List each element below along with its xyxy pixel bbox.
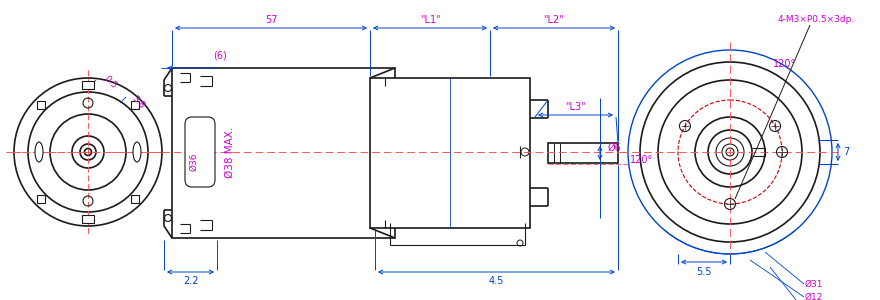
Bar — [370, 78, 530, 228]
Bar — [82, 215, 94, 223]
Text: Ø38 MAX.: Ø38 MAX. — [225, 126, 235, 178]
Bar — [37, 195, 45, 203]
Text: 2.2: 2.2 — [183, 276, 198, 286]
Bar — [131, 100, 139, 109]
Text: (6): (6) — [213, 51, 227, 61]
Text: 4.5: 4.5 — [488, 276, 504, 286]
Text: Ø31: Ø31 — [805, 280, 824, 289]
Text: "L3": "L3" — [565, 102, 586, 112]
Text: 5.5: 5.5 — [696, 267, 712, 277]
FancyBboxPatch shape — [185, 117, 215, 187]
Ellipse shape — [133, 142, 141, 162]
Text: 3.8: 3.8 — [129, 94, 146, 110]
Bar — [37, 100, 45, 109]
Text: "L1": "L1" — [420, 15, 440, 25]
Text: Ø6: Ø6 — [607, 143, 621, 153]
Ellipse shape — [35, 142, 43, 162]
Bar — [82, 81, 94, 89]
Text: Ø36: Ø36 — [189, 153, 199, 171]
Text: Ø12: Ø12 — [805, 292, 824, 300]
Text: 4-M3×P0.5×3dp.: 4-M3×P0.5×3dp. — [778, 16, 855, 25]
Text: 0.5: 0.5 — [102, 74, 118, 90]
Text: 7: 7 — [843, 147, 849, 157]
Bar — [172, 68, 395, 238]
Bar — [131, 195, 139, 203]
Text: 120°: 120° — [774, 59, 796, 69]
Bar — [548, 143, 618, 163]
Text: "L2": "L2" — [544, 15, 564, 25]
Text: 57: 57 — [265, 15, 277, 25]
Text: 120°: 120° — [630, 155, 654, 165]
